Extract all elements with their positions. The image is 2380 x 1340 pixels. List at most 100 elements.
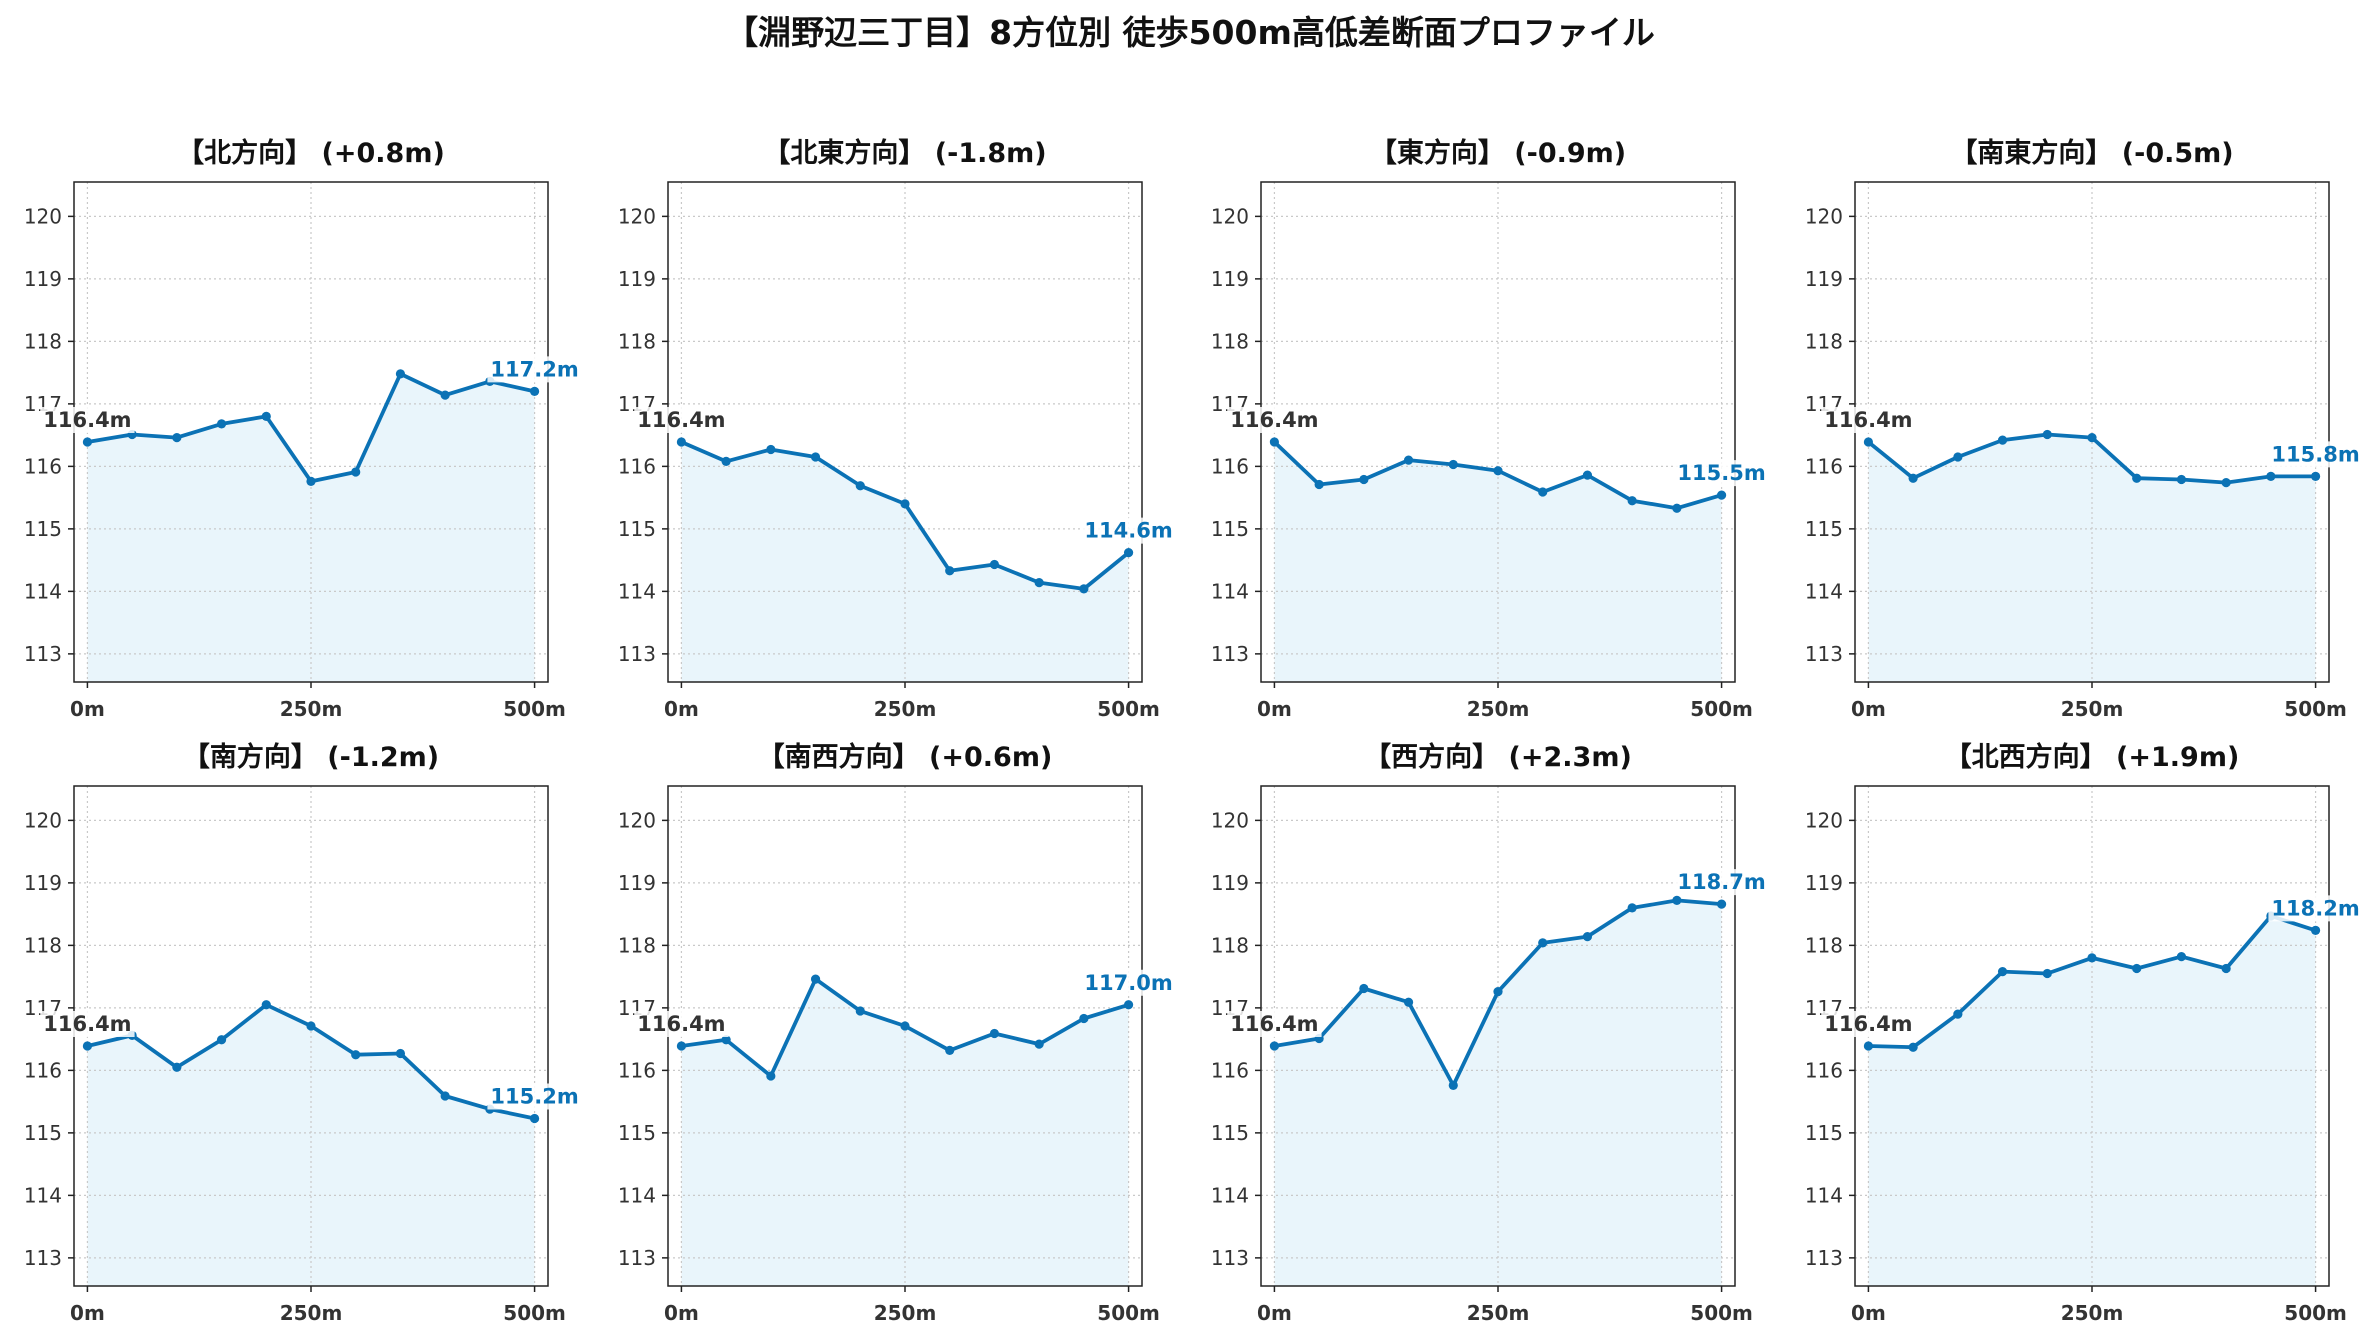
y-tick-label: 115 — [24, 517, 62, 541]
y-tick-label: 120 — [1211, 808, 1249, 832]
panel-title: 【南方向】 (-1.2m) — [183, 741, 439, 773]
y-tick-label: 119 — [24, 267, 62, 291]
y-tick-label: 113 — [1211, 1246, 1249, 1270]
data-point — [1716, 899, 1727, 909]
y-tick-label: 116 — [24, 454, 62, 478]
y-tick-label: 118 — [618, 933, 656, 957]
y-tick-label: 114 — [24, 1183, 62, 1207]
data-point — [1627, 496, 1637, 506]
end-value-label-box — [487, 1083, 582, 1110]
start-value-label-box — [1227, 1011, 1322, 1037]
end-value-label: 117.2m — [490, 357, 578, 381]
data-point — [1672, 503, 1682, 513]
y-tick-label: 115 — [1211, 517, 1249, 541]
data-point — [1269, 1041, 1280, 1051]
data-point — [306, 1021, 316, 1031]
data-point — [989, 1028, 1000, 1039]
end-value-label-box — [2268, 895, 2363, 922]
end-value-label: 118.2m — [2271, 896, 2359, 920]
start-value-label-box — [634, 407, 729, 433]
panel-title: 【北東方向】 (-1.8m) — [763, 137, 1046, 169]
y-tick-label: 113 — [1211, 642, 1249, 666]
data-point — [529, 386, 540, 396]
y-tick-label: 119 — [1805, 871, 1843, 895]
data-point — [440, 390, 450, 400]
data-point — [1269, 437, 1280, 447]
y-tick-label: 116 — [1805, 1058, 1843, 1082]
y-tick-label: 115 — [1805, 1121, 1843, 1145]
data-point — [261, 411, 271, 421]
end-value-label-box — [1674, 460, 1769, 487]
data-point — [2042, 429, 2052, 440]
y-tick-label: 114 — [24, 579, 62, 603]
data-point — [2087, 433, 2097, 443]
data-point — [351, 467, 361, 477]
data-point — [855, 481, 865, 491]
data-point — [216, 419, 227, 429]
y-tick-label: 114 — [1211, 579, 1249, 603]
end-value-label-box — [487, 356, 582, 383]
data-point — [1034, 578, 1044, 588]
data-point — [1997, 967, 2008, 977]
x-tick-label: 250m — [280, 697, 343, 721]
data-point — [676, 437, 687, 447]
data-point — [529, 1113, 540, 1124]
data-point — [766, 1071, 776, 1081]
profile-panel: 【南西方向】 (+0.6m)1131141151161171181191200m… — [618, 741, 1176, 1325]
y-tick-label: 114 — [1805, 1183, 1843, 1207]
data-point — [989, 559, 1000, 570]
data-point — [1079, 1013, 1089, 1024]
data-point — [1403, 455, 1414, 465]
y-tick-label: 120 — [1805, 204, 1843, 228]
y-tick-label: 114 — [1805, 579, 1843, 603]
data-point — [395, 369, 406, 379]
y-tick-label: 119 — [24, 871, 62, 895]
x-tick-label: 500m — [2284, 697, 2347, 721]
end-value-label-box — [2268, 441, 2363, 468]
data-point — [1448, 459, 1458, 470]
y-tick-label: 118 — [24, 329, 62, 353]
y-tick-label: 120 — [618, 808, 656, 832]
panel-title: 【南西方向】 (+0.6m) — [758, 741, 1053, 773]
x-tick-label: 250m — [280, 1301, 343, 1325]
start-value-label: 116.4m — [637, 1012, 725, 1036]
data-point — [766, 444, 776, 455]
profile-panel: 【北東方向】 (-1.8m)1131141151161171181191200m… — [618, 137, 1176, 721]
y-tick-label: 119 — [618, 871, 656, 895]
data-point — [2176, 952, 2187, 962]
data-point — [261, 1000, 271, 1010]
data-point — [1403, 997, 1414, 1007]
x-tick-label: 250m — [1467, 1301, 1530, 1325]
y-tick-label: 113 — [1805, 642, 1843, 666]
end-value-label: 115.8m — [2271, 442, 2359, 466]
data-point — [945, 566, 955, 576]
start-value-label: 116.4m — [43, 1012, 131, 1036]
y-tick-label: 113 — [1805, 1246, 1843, 1270]
y-tick-label: 113 — [24, 642, 62, 666]
data-point — [1863, 437, 1874, 447]
data-point — [2221, 963, 2231, 974]
data-point — [395, 1048, 406, 1059]
x-tick-label: 0m — [70, 697, 105, 721]
start-value-label: 116.4m — [1824, 1012, 1912, 1036]
y-tick-label: 119 — [1211, 871, 1249, 895]
data-point — [1953, 452, 1963, 462]
data-point — [2042, 968, 2052, 979]
start-value-label: 116.4m — [1824, 408, 1912, 432]
end-value-label-box — [1081, 517, 1176, 544]
end-value-label: 115.2m — [490, 1085, 578, 1109]
x-tick-label: 0m — [664, 697, 699, 721]
data-point — [1538, 938, 1548, 948]
y-tick-label: 116 — [1211, 454, 1249, 478]
y-tick-label: 120 — [618, 204, 656, 228]
data-point — [1863, 1041, 1874, 1051]
end-value-label-box — [1081, 969, 1176, 996]
data-point — [440, 1091, 450, 1101]
data-point — [810, 452, 821, 462]
y-tick-label: 114 — [618, 579, 656, 603]
data-point — [2310, 925, 2321, 935]
y-tick-label: 115 — [1805, 517, 1843, 541]
